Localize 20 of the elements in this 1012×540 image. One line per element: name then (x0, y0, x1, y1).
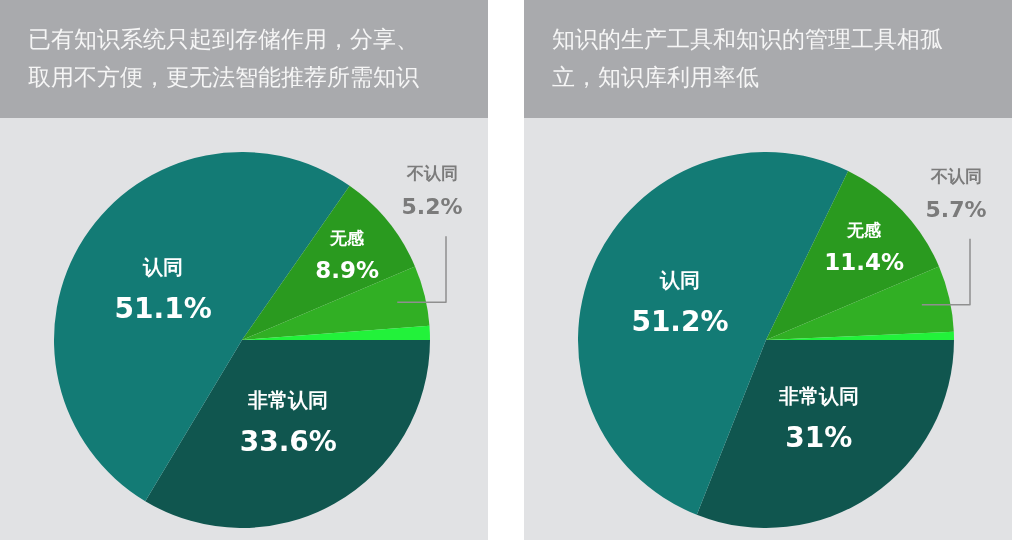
slice-label: 无感 (329, 227, 366, 248)
data-label: 5.7% (925, 196, 987, 222)
data-label: 51.1% (114, 291, 212, 325)
slice-label: 不认同 (405, 163, 458, 184)
slice-label: 非常认同 (247, 387, 329, 412)
slice-label: 非常认同 (777, 383, 859, 408)
slice-label: 认同 (142, 254, 184, 279)
pie-slice (145, 340, 430, 528)
pie-slice (696, 340, 954, 528)
chart-title: 知识的生产工具和知识的管理工具相孤立，知识库利用率低 (552, 26, 943, 90)
data-label: 51.2% (631, 305, 729, 339)
slice-label: 无感 (846, 219, 883, 240)
slice-label: 不认同 (929, 165, 982, 186)
data-label: 8.9% (315, 256, 379, 283)
slice-label: 认同 (658, 268, 700, 293)
data-label: 31% (785, 420, 853, 454)
data-label: 11.4% (824, 248, 904, 275)
chart-title: 已有知识系统只起到存储作用，分享、取用不方便，更无法智能推荐所需知识 (28, 26, 419, 90)
data-label: 5.2% (401, 194, 463, 220)
data-label: 33.6% (239, 424, 337, 458)
